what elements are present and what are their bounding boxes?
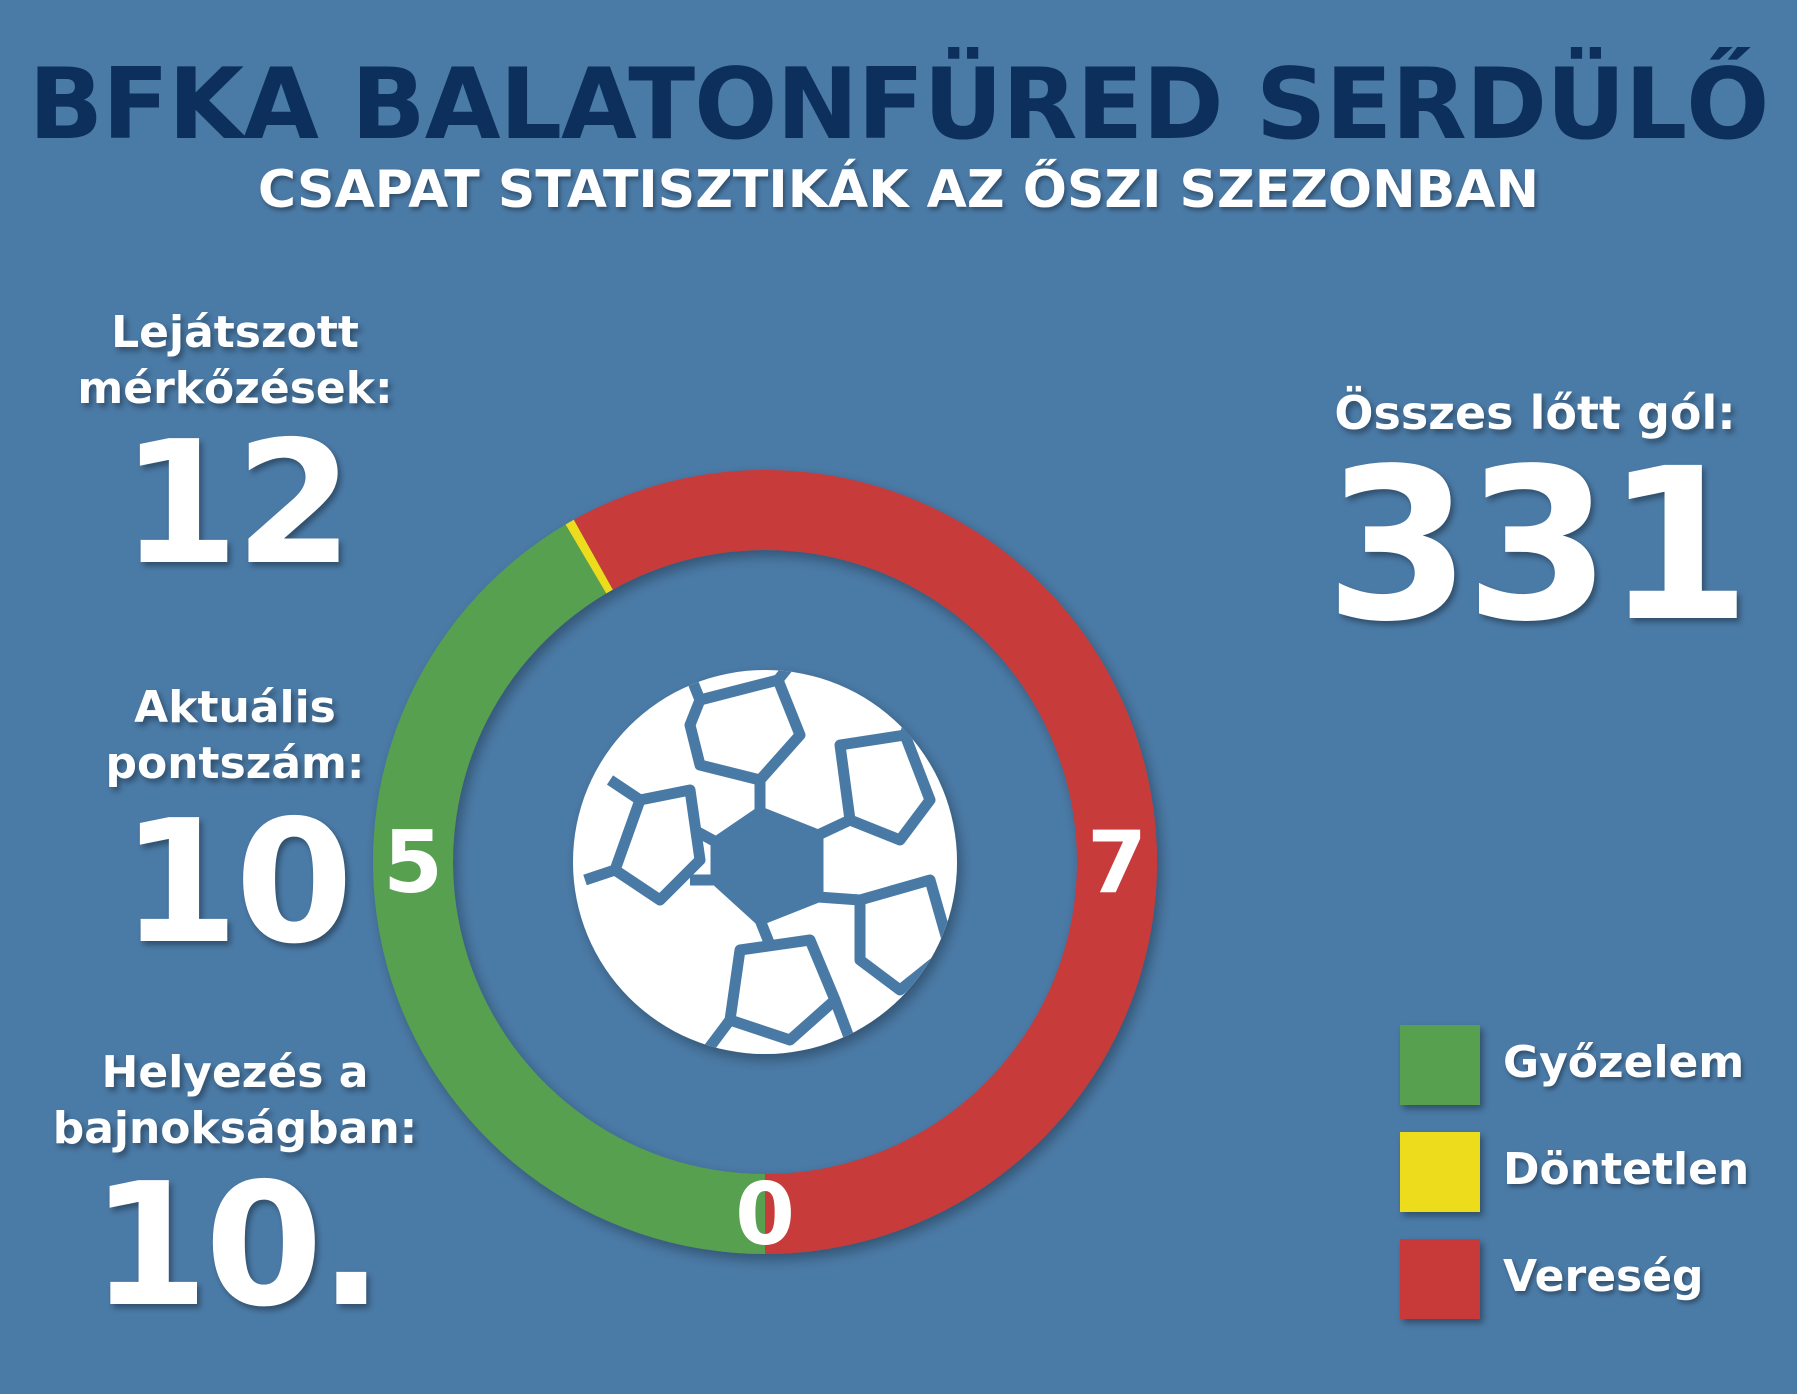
- legend-swatch-win: [1400, 1025, 1480, 1105]
- stat-rank-value: 10.: [90, 1147, 383, 1345]
- donut-label-win: 5: [383, 813, 443, 913]
- legend-label-loss: Vereség: [1503, 1251, 1704, 1302]
- stat-matches-label: Lejátszott mérkőzések:: [77, 307, 393, 414]
- legend-swatch-draw: [1400, 1132, 1480, 1212]
- stat-points-value: 10: [120, 784, 354, 982]
- stat-matches-value: 12: [120, 405, 354, 603]
- stat-league-rank: Helyezés a bajnokságban: 10.: [40, 1045, 430, 1331]
- stat-goals-value: 331: [1324, 423, 1751, 668]
- soccer-ball-icon: [573, 670, 957, 1054]
- donut-slice-win: [372, 524, 765, 1254]
- stat-matches-played: Lejátszott mérkőzések: 12: [60, 305, 410, 589]
- legend-label-draw: Döntetlen: [1503, 1144, 1750, 1195]
- page-title: BFKA BALATONFÜRED SERDÜLŐ: [28, 48, 1769, 162]
- donut-slice-loss: [573, 470, 1157, 1255]
- donut-label-draw: 0: [735, 1165, 795, 1265]
- stat-goals-label: Összes lőtt gól:: [1334, 386, 1736, 440]
- stat-current-points: Aktuális pontszám: 10: [60, 680, 410, 968]
- donut-data-labels: 5 0 7: [383, 813, 1147, 1265]
- stat-points-label: Aktuális pontszám:: [105, 682, 365, 789]
- legend-swatch-loss: [1400, 1239, 1480, 1319]
- donut-slices: [372, 470, 1157, 1255]
- legend-label-win: Győzelem: [1503, 1037, 1745, 1088]
- page-subtitle: CSAPAT STATISZTIKÁK AZ ŐSZI SZEZONBAN: [257, 160, 1540, 220]
- stat-rank-label: Helyezés a bajnokságban:: [52, 1047, 418, 1154]
- donut-slice-draw: [565, 519, 613, 594]
- stat-total-goals: Összes lőtt gól: 331: [1320, 385, 1751, 668]
- donut-label-loss: 7: [1087, 813, 1147, 913]
